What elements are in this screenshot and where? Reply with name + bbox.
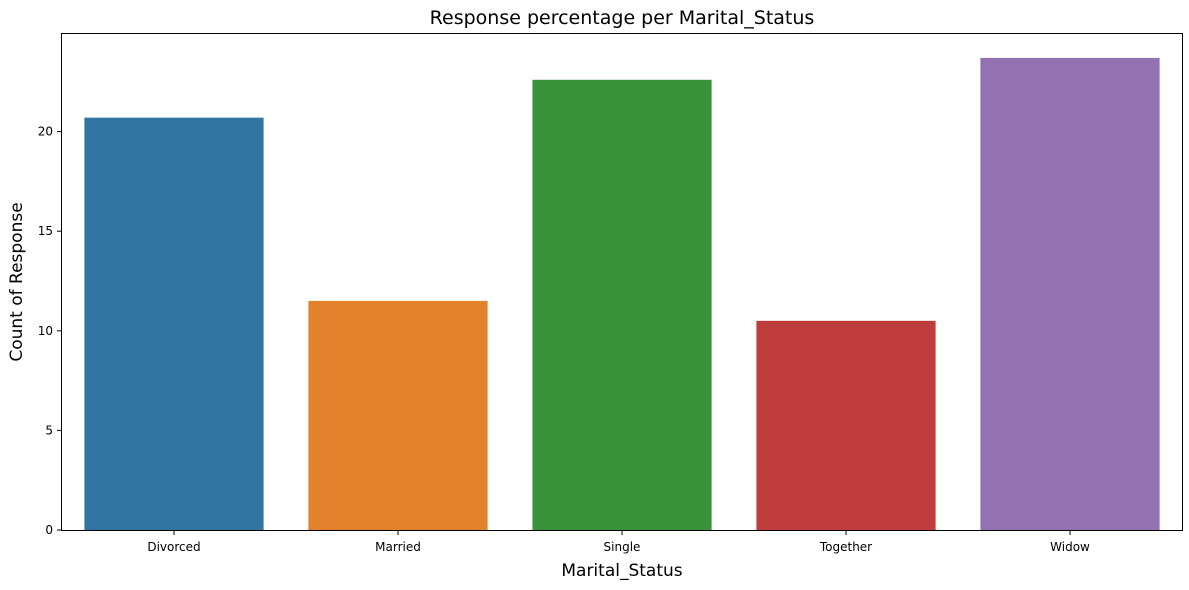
bar-single bbox=[532, 79, 712, 531]
x-axis: Divorced Married Single Together Widow bbox=[147, 530, 1090, 554]
y-tick-label: 20 bbox=[38, 125, 53, 139]
x-tick-label: Married bbox=[375, 540, 421, 554]
y-tick-label: 5 bbox=[45, 423, 53, 437]
x-tick-label: Together bbox=[819, 540, 872, 554]
x-axis-label: Marital_Status bbox=[561, 561, 682, 581]
bar-married bbox=[308, 300, 488, 530]
bars-group bbox=[84, 57, 1160, 531]
chart-title: Response percentage per Marital_Status bbox=[430, 7, 815, 29]
bar-widow bbox=[980, 57, 1160, 530]
bar-divorced bbox=[84, 117, 264, 530]
y-axis-label: Count of Response bbox=[7, 202, 27, 361]
bar-together bbox=[756, 320, 936, 530]
y-axis: 0 5 10 15 20 bbox=[38, 125, 62, 537]
y-tick-label: 0 bbox=[45, 523, 53, 537]
x-tick-label: Single bbox=[604, 540, 641, 554]
y-tick-label: 15 bbox=[38, 224, 53, 238]
x-tick-label: Divorced bbox=[147, 540, 200, 554]
plot-frame bbox=[61, 33, 1183, 531]
y-tick-label: 10 bbox=[38, 324, 53, 338]
x-tick-label: Widow bbox=[1050, 540, 1090, 554]
